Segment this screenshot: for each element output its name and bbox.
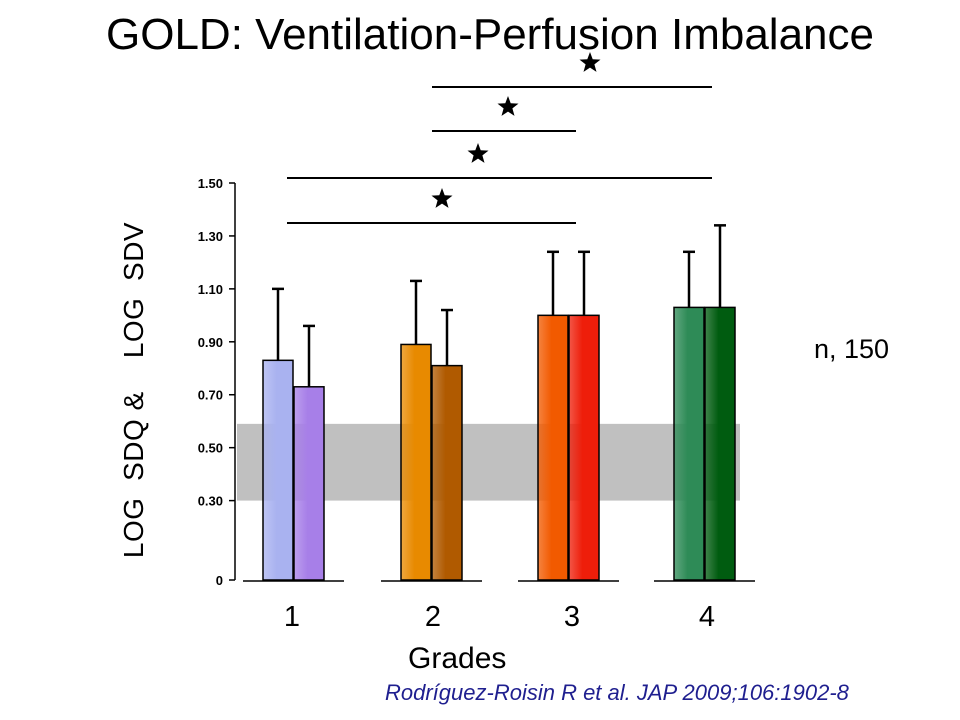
bar — [704, 306, 736, 581]
sample-size-annotation: n, 150 — [814, 334, 890, 364]
y-tick-label: 1.30 — [198, 229, 223, 244]
bar — [400, 343, 432, 581]
x-tick-label: 2 — [425, 601, 441, 633]
y-tick-label: 1.10 — [198, 282, 223, 297]
y-tick-label: 0.30 — [198, 494, 223, 509]
bar — [262, 359, 294, 581]
x-tick-label: 1 — [284, 601, 300, 633]
y-tick-label: 0.90 — [198, 335, 223, 350]
bar — [568, 314, 600, 581]
bar — [537, 314, 569, 581]
significance-star-icon — [497, 96, 519, 116]
bar — [431, 364, 463, 581]
bar — [673, 306, 705, 581]
y-tick-label: 0.50 — [198, 441, 223, 456]
citation: Rodríguez-Roisin R et al. JAP 2009;106:1… — [385, 680, 849, 705]
significance-star-icon — [467, 143, 489, 163]
x-tick-label: 3 — [564, 601, 580, 633]
y-tick-label: 0.70 — [198, 388, 223, 403]
significance-star-icon — [431, 188, 453, 208]
x-tick-label: 4 — [699, 601, 715, 633]
bar — [293, 386, 325, 581]
chart-title: GOLD: Ventilation-Perfusion Imbalance — [106, 10, 874, 59]
significance-star-icon — [579, 52, 601, 72]
y-tick-label: 1.50 — [198, 176, 223, 191]
x-axis-label: Grades — [408, 642, 507, 675]
y-tick-label: 0 — [216, 573, 223, 588]
